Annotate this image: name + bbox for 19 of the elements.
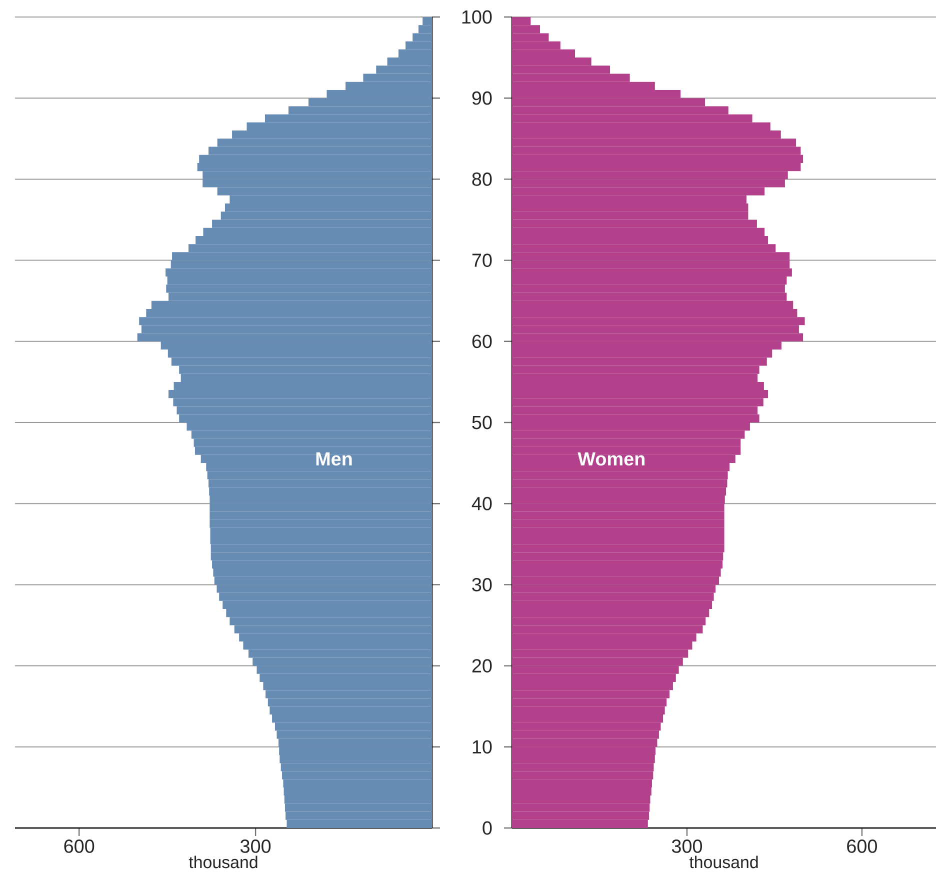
y-tick-label: 0	[482, 821, 492, 835]
y-tick-label: 30	[472, 578, 492, 592]
x-tick-label: 600	[64, 840, 94, 853]
series-label: Women	[578, 452, 644, 466]
x-axis-title: thousand	[689, 856, 758, 868]
y-tick-label: 50	[472, 416, 492, 430]
y-tick-label: 100	[462, 10, 492, 24]
y-tick-label: 60	[472, 334, 492, 348]
y-tick-label: 80	[472, 172, 492, 186]
y-tick-label: 90	[472, 91, 492, 105]
y-tick-label: 10	[472, 740, 492, 754]
x-tick-label: 600	[847, 840, 877, 853]
x-tick-label: 300	[240, 840, 271, 853]
y-tick-label: 40	[472, 496, 492, 510]
series-label: Men	[316, 452, 352, 466]
y-tick-label: 70	[472, 254, 492, 267]
x-tick-label: 300	[672, 840, 702, 853]
y-tick-label: 20	[472, 659, 492, 672]
x-axis-title: thousand	[188, 856, 258, 868]
